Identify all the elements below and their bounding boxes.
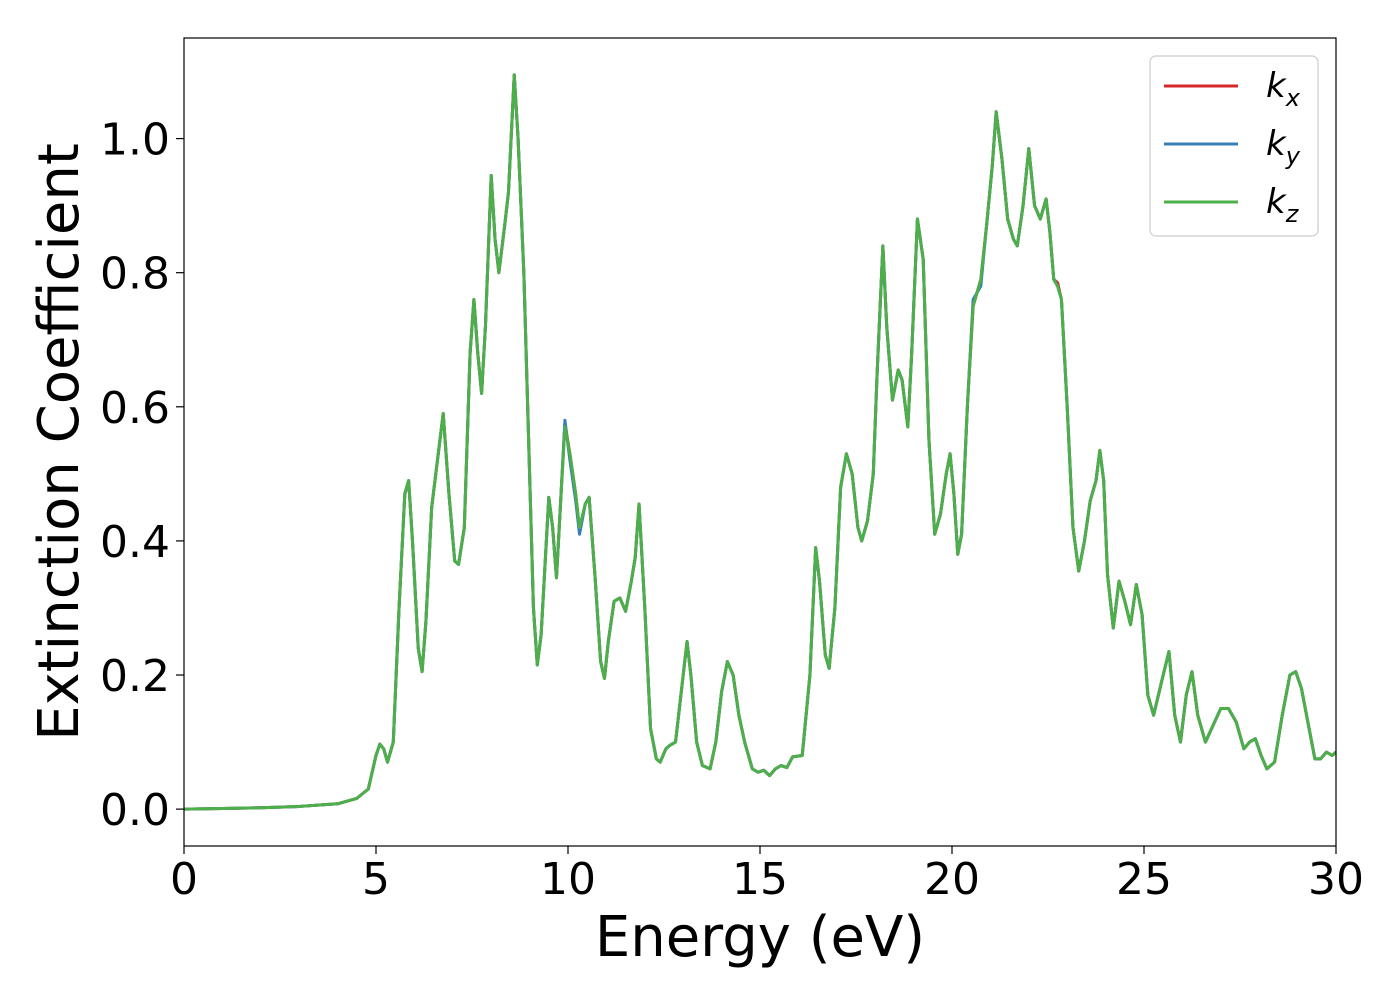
legend-label-y: ky: [1266, 124, 1301, 170]
x-tick-label: 15: [732, 854, 788, 905]
x-tick-label: 25: [1116, 854, 1172, 905]
y-tick-label: 0.4: [100, 517, 170, 568]
series-layer: [184, 73, 1336, 811]
x-axis-label: Energy (eV): [595, 905, 925, 970]
y-axis-ticks: 0.0 0.2 0.4 0.6 0.8 1.0: [100, 115, 184, 836]
x-axis-ticks: 0 5 10 15 20 25 30: [170, 846, 1364, 905]
legend-label-x: kx: [1266, 66, 1301, 112]
x-tick-label: 20: [924, 854, 980, 905]
legend: kx ky kz: [1149, 55, 1319, 237]
y-tick-label: 0.0: [100, 785, 170, 836]
y-axis-label: Extinction Coefficient: [27, 143, 92, 741]
y-tick-label: 1.0: [100, 115, 170, 166]
legend-label-z: kz: [1266, 182, 1300, 228]
x-tick-label: 30: [1308, 854, 1364, 905]
y-tick-label: 0.8: [100, 249, 170, 300]
x-tick-label: 5: [362, 854, 390, 905]
y-tick-label: 0.2: [100, 651, 170, 702]
y-tick-label: 0.6: [100, 383, 170, 434]
series-line-z: [184, 73, 1336, 811]
legend-box: [1149, 55, 1319, 237]
x-tick-label: 10: [540, 854, 596, 905]
x-tick-label: 0: [170, 854, 198, 905]
